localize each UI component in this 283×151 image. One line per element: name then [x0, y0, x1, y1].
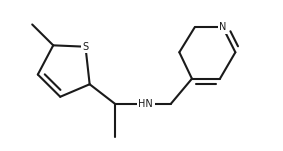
- Text: HN: HN: [138, 99, 153, 109]
- Text: N: N: [219, 22, 226, 32]
- Text: S: S: [82, 42, 89, 52]
